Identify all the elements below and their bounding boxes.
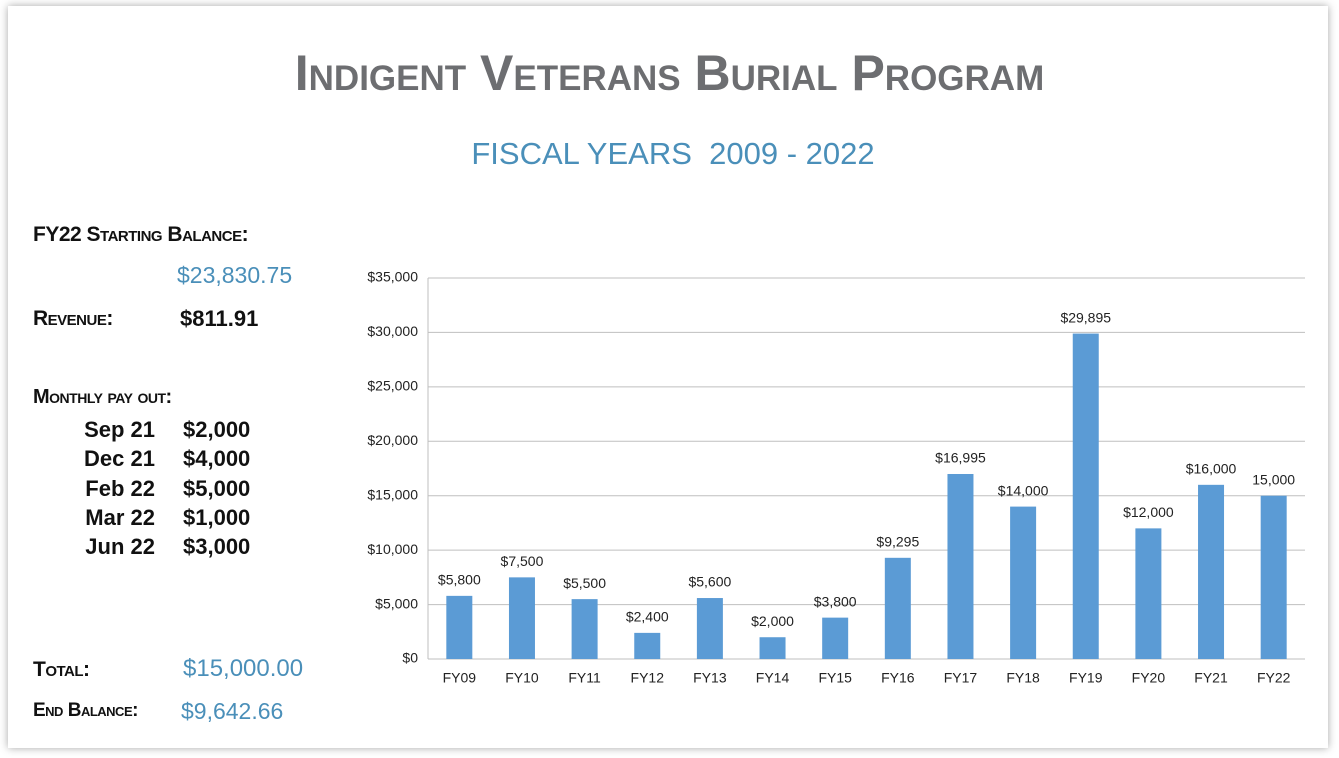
bar: [508, 577, 535, 659]
bar: [1260, 495, 1287, 659]
x-tick-label: FY21: [1194, 670, 1228, 686]
data-label: $14,000: [998, 482, 1049, 498]
y-tick-label: $15,000: [367, 486, 418, 502]
end-value: $9,642.66: [181, 698, 284, 724]
data-label: $5,600: [688, 574, 731, 590]
data-label: $5,500: [563, 575, 606, 591]
y-tick-label: $30,000: [367, 323, 418, 339]
bar: [1135, 528, 1162, 659]
payout-month: Mar 22: [85, 504, 155, 530]
y-tick-label: $35,000: [367, 269, 418, 285]
payout-month: Dec 21: [84, 446, 155, 472]
bar: [759, 637, 786, 659]
bar: [947, 473, 974, 659]
slide: [8, 6, 1328, 748]
revenue-value: $811.91: [180, 306, 259, 331]
data-label: $5,800: [438, 572, 481, 588]
payout-amount: $4,000: [183, 446, 251, 472]
y-tick-label: $0: [402, 650, 418, 666]
end-label: End Balance:: [33, 700, 138, 721]
data-label: 15,000: [1252, 471, 1295, 487]
revenue-label: Revenue:: [33, 307, 113, 330]
data-label: $2,400: [626, 609, 669, 625]
x-tick-label: FY12: [631, 670, 665, 686]
data-label: $2,000: [751, 613, 794, 629]
subtitle: FISCAL YEARS 2009 - 2022: [471, 136, 875, 171]
title: Indigent Veterans Burial Program: [294, 45, 1045, 101]
x-tick-label: FY19: [1069, 670, 1103, 686]
y-tick-label: $25,000: [367, 378, 418, 394]
data-label: $16,000: [1186, 461, 1237, 477]
x-tick-label: FY17: [944, 670, 978, 686]
bar: [1198, 484, 1225, 659]
y-tick-label: $10,000: [367, 541, 418, 557]
bar: [634, 632, 661, 659]
bar: [884, 557, 911, 659]
bar: [571, 599, 598, 659]
starting-label: FY22 Starting Balance:: [33, 223, 249, 246]
payout-label: Monthly pay out:: [33, 386, 172, 408]
payout-month: Sep 21: [84, 417, 155, 442]
bar: [822, 617, 849, 659]
payout-amount: $2,000: [183, 417, 251, 442]
data-label: $9,295: [876, 534, 919, 550]
x-tick-label: FY11: [568, 670, 601, 686]
total-value: $15,000.00: [183, 655, 304, 682]
data-label: $12,000: [1123, 504, 1174, 520]
x-tick-label: FY16: [881, 670, 915, 686]
data-label: $7,500: [501, 553, 544, 569]
data-label: $3,800: [814, 593, 857, 609]
x-tick-label: FY22: [1257, 670, 1291, 686]
x-tick-label: FY14: [756, 670, 790, 686]
y-tick-label: $5,000: [375, 595, 418, 611]
starting-value: $23,830.75: [177, 262, 293, 288]
x-tick-label: FY13: [693, 670, 727, 686]
payout-amount: $1,000: [183, 504, 251, 530]
total-label: Total:: [33, 658, 90, 681]
payout-month: Jun 22: [85, 534, 155, 560]
x-tick-label: FY09: [443, 670, 477, 686]
y-tick-label: $20,000: [367, 432, 418, 448]
bar: [696, 598, 723, 659]
bar: [446, 595, 473, 659]
data-label: $29,895: [1060, 309, 1111, 325]
payout-month: Feb 22: [85, 475, 155, 501]
x-tick-label: FY20: [1132, 670, 1166, 686]
bar: [1072, 333, 1099, 659]
payout-amount: $3,000: [183, 534, 251, 560]
x-tick-label: FY15: [818, 670, 852, 686]
payout-amount: $5,000: [183, 475, 251, 501]
data-label: $16,995: [935, 450, 986, 466]
bar: [1010, 506, 1037, 659]
x-tick-label: FY10: [505, 670, 539, 686]
x-tick-label: FY18: [1006, 670, 1040, 686]
